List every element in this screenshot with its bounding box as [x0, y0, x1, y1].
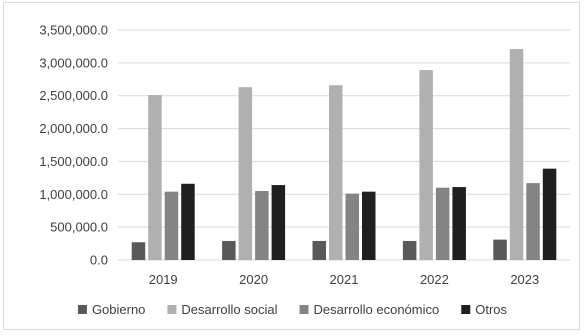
- bar-desarrollo-social-2023: [509, 49, 524, 260]
- bar-gobierno-2021: [312, 240, 326, 260]
- bar-otros-2020: [271, 185, 286, 260]
- x-tick-label: 2022: [420, 272, 449, 287]
- legend-item: Desarrollo económico: [299, 302, 440, 317]
- legend-item: Desarrollo social: [167, 302, 278, 317]
- bar-desarrollo-económico-2020: [255, 191, 269, 260]
- y-tick-label: 1,000,000.0: [39, 187, 108, 202]
- bar-otros-2023: [542, 168, 557, 260]
- bar-desarrollo-social-2020: [238, 87, 253, 261]
- legend-swatch: [77, 305, 87, 314]
- legend-label: Desarrollo económico: [314, 302, 440, 317]
- x-tick-label: 2020: [239, 272, 268, 287]
- legend-swatch: [299, 305, 309, 314]
- x-axis-tick-labels: 2019 2020 2021 2022 2023: [149, 272, 540, 287]
- legend-label: Gobierno: [92, 302, 145, 317]
- y-tick-label: 2,000,000.0: [39, 121, 108, 136]
- legend: Gobierno Desarrollo social Desarrollo econ…: [77, 302, 508, 317]
- bar-gobierno-2019: [131, 242, 146, 260]
- y-tick-label: 2,500,000.0: [39, 88, 108, 103]
- x-tick-label: 2023: [510, 272, 539, 287]
- bar-desarrollo-económico-2022: [435, 187, 450, 260]
- x-tick-label: 2019: [149, 272, 178, 287]
- y-axis-tick-labels: 0.0 500,000.0 1,000,000.0 1,500,000.0 2,000,…: [39, 23, 108, 268]
- y-tick-label: 0.0: [90, 253, 108, 268]
- bar-desarrollo-económico-2023: [526, 183, 540, 260]
- legend-swatch: [167, 305, 177, 314]
- y-tick-label: 3,500,000.0: [39, 23, 108, 38]
- legend-label: Desarrollo social: [181, 302, 277, 317]
- bars: [131, 49, 557, 261]
- y-tick-label: 3,000,000.0: [39, 55, 108, 70]
- bar-otros-2022: [452, 187, 466, 260]
- y-tick-label: 1,500,000.0: [39, 154, 108, 169]
- bar-desarrollo-social-2022: [419, 70, 433, 260]
- legend-item: Otros: [461, 302, 508, 317]
- bar-otros-2021: [362, 191, 376, 260]
- chart-frame: 0.0 500,000.0 1,000,000.0 1,500,000.0 2,000,…: [3, 2, 580, 330]
- bar-chart: 0.0 500,000.0 1,000,000.0 1,500,000.0 2,000,…: [39, 23, 570, 317]
- bar-desarrollo-económico-2019: [164, 191, 179, 260]
- bar-desarrollo-económico-2021: [345, 193, 359, 260]
- bar-gobierno-2022: [402, 240, 417, 260]
- y-tick-label: 500,000.0: [50, 220, 108, 235]
- legend-swatch: [461, 305, 471, 314]
- legend-item: Gobierno: [77, 302, 145, 317]
- bar-desarrollo-social-2019: [148, 95, 162, 260]
- bar-gobierno-2023: [493, 239, 507, 260]
- bar-otros-2019: [181, 183, 195, 260]
- x-tick-label: 2021: [330, 272, 359, 287]
- legend-label: Otros: [475, 302, 507, 317]
- bar-desarrollo-social-2021: [329, 85, 343, 260]
- bar-gobierno-2020: [222, 240, 236, 260]
